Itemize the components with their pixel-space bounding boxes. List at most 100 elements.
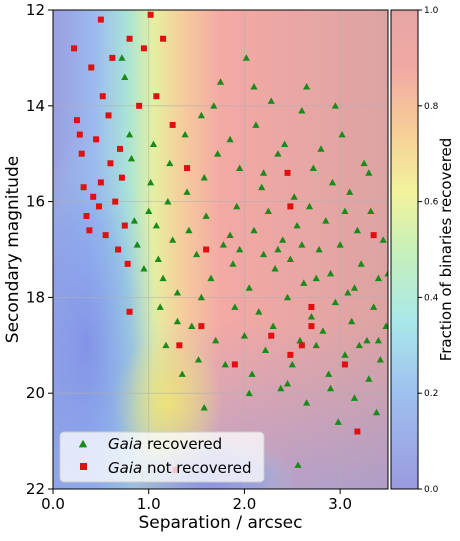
- point-gaia-recovered: [298, 106, 306, 114]
- point-gaia-not-recovered: [86, 227, 93, 234]
- point-gaia-recovered: [372, 408, 381, 416]
- point-gaia-not-recovered: [115, 246, 122, 253]
- colorbar-tick-label: 0.2: [424, 389, 438, 399]
- point-gaia-recovered: [258, 183, 266, 191]
- y-axis: 12 14 16 18 20 22: [26, 1, 53, 498]
- point-gaia-recovered: [348, 317, 356, 325]
- point-gaia-recovered: [363, 336, 371, 344]
- point-gaia-recovered: [331, 298, 339, 306]
- point-gaia-recovered: [312, 274, 320, 282]
- point-gaia-recovered: [319, 327, 327, 334]
- point-gaia-not-recovered: [112, 198, 119, 205]
- point-gaia-not-recovered: [153, 93, 160, 100]
- point-gaia-recovered: [374, 336, 383, 344]
- point-gaia-recovered: [118, 54, 126, 61]
- point-gaia-recovered: [221, 360, 229, 368]
- point-gaia-recovered: [250, 83, 258, 90]
- colorbar-tick-label: 0.4: [424, 293, 439, 303]
- point-gaia-recovered: [236, 164, 244, 171]
- point-gaia-recovered: [147, 178, 155, 186]
- legend: Gaia recovered Gaia not recovered: [59, 431, 265, 483]
- point-gaia-recovered: [183, 188, 191, 195]
- legend-marker-triangle: [78, 439, 88, 448]
- point-gaia-recovered: [236, 245, 244, 253]
- point-gaia-not-recovered: [95, 203, 102, 210]
- point-gaia-recovered: [341, 207, 349, 215]
- y-tick-label: 18: [26, 288, 45, 306]
- point-gaia-recovered: [303, 83, 311, 90]
- point-gaia-recovered: [127, 154, 136, 162]
- point-gaia-not-recovered: [140, 45, 147, 52]
- point-gaia-recovered: [274, 150, 282, 157]
- point-gaia-recovered: [125, 130, 134, 138]
- colorbar-tick-label: 0.6: [424, 198, 439, 208]
- point-gaia-recovered: [121, 73, 129, 80]
- point-gaia-recovered: [214, 150, 222, 157]
- point-gaia-recovered: [365, 375, 373, 382]
- point-gaia-recovered: [334, 418, 342, 425]
- point-gaia-recovered: [226, 231, 234, 239]
- point-gaia-not-recovered: [97, 16, 104, 23]
- point-gaia-recovered: [317, 145, 325, 152]
- point-gaia-recovered: [376, 356, 384, 363]
- point-gaia-recovered: [346, 188, 354, 195]
- point-gaia-not-recovered: [160, 35, 167, 42]
- point-gaia-recovered: [197, 111, 205, 119]
- legend-box: [59, 431, 265, 483]
- point-gaia-recovered: [245, 389, 253, 397]
- point-gaia-recovered: [248, 370, 256, 377]
- point-gaia-not-recovered: [88, 64, 95, 71]
- point-gaia-recovered: [200, 403, 208, 411]
- x-tick-label: 2.0: [232, 495, 256, 513]
- legend-marker-square: [80, 463, 87, 470]
- point-gaia-recovered: [200, 174, 208, 181]
- point-gaia-not-recovered: [102, 232, 109, 239]
- point-gaia-recovered: [181, 130, 189, 138]
- x-tick-label: 1.0: [137, 495, 161, 513]
- y-tick-label: 16: [26, 193, 45, 211]
- point-gaia-recovered: [212, 336, 220, 344]
- point-gaia-recovered: [140, 265, 148, 272]
- point-gaia-recovered: [164, 198, 172, 205]
- point-gaia-recovered: [281, 140, 289, 147]
- point-gaia-not-recovered: [126, 308, 133, 315]
- point-gaia-recovered: [341, 351, 349, 358]
- point-gaia-not-recovered: [99, 93, 106, 100]
- point-gaia-recovered: [298, 241, 306, 248]
- point-gaia-recovered: [326, 384, 335, 392]
- point-gaia-not-recovered: [118, 174, 125, 181]
- point-gaia-not-recovered: [298, 342, 305, 349]
- point-gaia-recovered: [269, 322, 277, 330]
- point-gaia-not-recovered: [121, 222, 128, 229]
- point-gaia-recovered: [312, 341, 320, 349]
- point-gaia-not-recovered: [308, 303, 315, 310]
- x-axis: 0.0 1.0 2.0 3.0: [41, 489, 352, 513]
- point-gaia-not-recovered: [176, 342, 183, 349]
- point-gaia-recovered: [293, 221, 301, 229]
- point-gaia-recovered: [315, 245, 323, 253]
- point-gaia-recovered: [216, 78, 225, 85]
- point-gaia-recovered: [338, 130, 346, 138]
- y-tick-label: 12: [26, 1, 45, 19]
- x-tick-label: 0.0: [41, 495, 65, 513]
- point-gaia-recovered: [296, 336, 304, 344]
- point-gaia-recovered: [185, 226, 193, 234]
- point-gaia-recovered: [382, 322, 388, 330]
- point-gaia-not-recovered: [308, 323, 315, 330]
- point-gaia-recovered: [274, 245, 282, 253]
- point-gaia-recovered: [336, 241, 344, 248]
- point-gaia-not-recovered: [109, 54, 116, 61]
- point-gaia-recovered: [277, 384, 285, 392]
- point-gaia-recovered: [370, 303, 378, 310]
- point-gaia-recovered: [328, 178, 337, 186]
- point-gaia-not-recovered: [341, 361, 348, 368]
- point-gaia-not-recovered: [184, 165, 190, 172]
- legend-entry-not-recovered-italic: Gaia: [108, 459, 142, 477]
- point-gaia-recovered: [261, 346, 270, 353]
- point-gaia-not-recovered: [117, 145, 123, 152]
- point-gaia-recovered: [331, 102, 339, 109]
- point-gaia-recovered: [192, 250, 201, 258]
- point-gaia-not-recovered: [354, 428, 361, 435]
- point-gaia-not-recovered: [203, 246, 210, 253]
- point-gaia-recovered: [159, 274, 167, 282]
